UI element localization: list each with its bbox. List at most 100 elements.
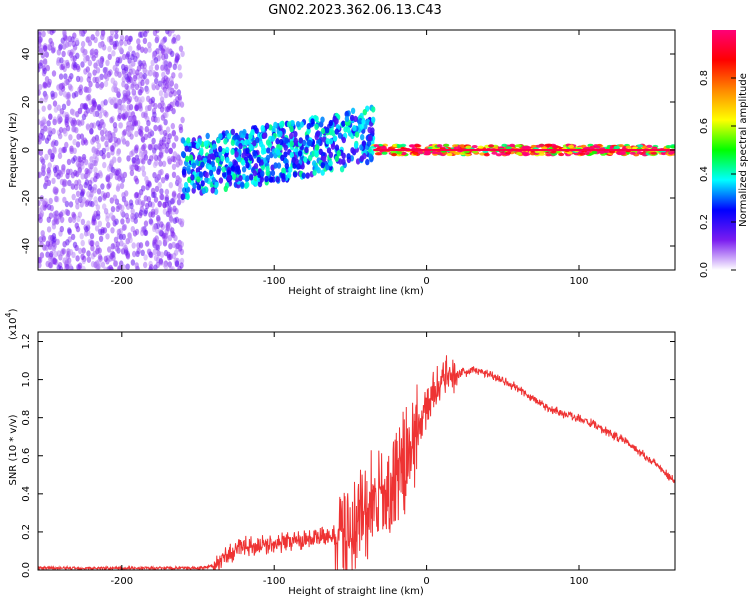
heatmap-cell bbox=[110, 30, 115, 36]
heatmap-cell bbox=[266, 147, 271, 154]
snr-series-line bbox=[38, 355, 675, 570]
colorbar-ticks: 0.0 0.2 0.4 0.6 0.8 bbox=[699, 70, 736, 278]
heatmap-cell bbox=[140, 79, 145, 87]
heatmap-cell bbox=[303, 156, 308, 163]
heatmap-cell bbox=[125, 53, 130, 60]
heatmap-cell bbox=[92, 213, 97, 220]
heatmap-cell bbox=[133, 120, 139, 127]
heatmap-cell bbox=[214, 151, 219, 158]
heatmap-cell bbox=[108, 97, 113, 104]
heatmap-cell bbox=[273, 121, 278, 129]
heatmap-cell bbox=[293, 131, 298, 138]
heatmap-cell bbox=[111, 50, 116, 57]
heatmap-cell bbox=[152, 248, 157, 256]
heatmap-cell bbox=[324, 127, 330, 134]
heatmap-cell bbox=[148, 218, 153, 225]
heatmap-cell bbox=[172, 205, 177, 212]
heatmap-cell bbox=[46, 216, 51, 223]
heatmap-cell bbox=[106, 132, 111, 139]
heatmap-cell bbox=[178, 126, 184, 134]
heatmap-cell bbox=[312, 169, 317, 176]
heatmap-cell bbox=[362, 109, 367, 116]
heatmap-cell bbox=[225, 156, 230, 164]
heatmap-cell bbox=[221, 148, 226, 155]
heatmap-cell bbox=[89, 122, 94, 129]
heatmap-cell bbox=[61, 187, 66, 194]
heatmap-cell bbox=[95, 67, 101, 74]
heatmap-cell bbox=[223, 138, 228, 145]
heatmap-cell bbox=[129, 202, 134, 210]
heatmap-cell bbox=[159, 221, 164, 228]
heatmap-cell bbox=[135, 69, 140, 76]
heatmap-cell bbox=[81, 153, 87, 161]
heatmap-cell bbox=[61, 248, 67, 255]
heatmap-cell bbox=[344, 115, 350, 123]
heatmap-cell bbox=[102, 161, 107, 169]
heatmap-cell bbox=[126, 155, 131, 162]
heatmap-cell bbox=[328, 160, 333, 167]
heatmap-cell bbox=[171, 252, 177, 259]
heatmap-cell bbox=[157, 125, 162, 132]
heatmap-cell bbox=[48, 197, 53, 205]
heatmap-cell bbox=[38, 36, 43, 43]
heatmap-cell bbox=[143, 220, 149, 227]
heatmap-cell bbox=[100, 30, 106, 37]
heatmap-cell bbox=[165, 30, 170, 35]
heatmap-cell bbox=[226, 174, 231, 181]
heatmap-cell bbox=[75, 75, 81, 83]
heatmap-cell bbox=[113, 102, 118, 109]
heatmap-cell bbox=[134, 144, 139, 151]
heatmap-cell bbox=[69, 147, 74, 154]
heatmap-cell bbox=[80, 163, 85, 170]
heatmap-cell bbox=[175, 100, 180, 107]
heatmap-cell bbox=[89, 233, 95, 240]
heatmap-cell bbox=[127, 233, 132, 241]
heatmap-cell bbox=[161, 160, 167, 167]
heatmap-cell bbox=[121, 264, 127, 270]
heatmap-cell bbox=[67, 35, 73, 42]
heatmap-cell bbox=[220, 155, 225, 162]
heatmap-cell bbox=[50, 90, 55, 98]
heatmap-cell bbox=[341, 136, 346, 144]
heatmap-cell bbox=[153, 239, 158, 246]
heatmap-cell bbox=[175, 161, 180, 168]
heatmap-cell bbox=[84, 167, 89, 175]
heatmap-cell bbox=[105, 215, 110, 223]
heatmap-cell bbox=[119, 240, 124, 247]
heatmap-cell bbox=[79, 30, 84, 37]
y-tick-label: 0.8 bbox=[21, 410, 32, 426]
heatmap-cell bbox=[150, 96, 156, 104]
heatmap-cell bbox=[241, 173, 247, 180]
heatmap-cell bbox=[92, 184, 98, 191]
heatmap-cell bbox=[155, 30, 160, 34]
heatmap-cell bbox=[166, 105, 171, 113]
heatmap-cell bbox=[436, 144, 443, 148]
heatmap-cell bbox=[114, 32, 119, 40]
heatmap-cell bbox=[53, 106, 59, 113]
heatmap-cell bbox=[114, 218, 119, 225]
heatmap-cell bbox=[124, 200, 129, 207]
heatmap-cell bbox=[163, 65, 168, 72]
y-tick-label: 40 bbox=[21, 48, 32, 61]
heatmap-cell bbox=[127, 124, 133, 131]
heatmap-cell bbox=[110, 77, 116, 84]
heatmap-cell bbox=[583, 151, 590, 155]
heatmap-cell bbox=[128, 35, 133, 42]
heatmap-cell bbox=[165, 142, 170, 149]
heatmap-cell bbox=[62, 241, 67, 248]
heatmap-cell bbox=[68, 51, 74, 58]
heatmap-cell bbox=[180, 50, 185, 58]
heatmap-cell bbox=[85, 123, 91, 130]
heatmap-cell bbox=[196, 184, 202, 191]
heatmap-cell bbox=[126, 104, 131, 112]
heatmap-cell bbox=[359, 155, 365, 162]
heatmap-cell bbox=[516, 152, 523, 156]
heatmap-cell bbox=[178, 45, 184, 52]
heatmap-cell bbox=[109, 212, 114, 219]
heatmap-cell bbox=[56, 250, 61, 257]
heatmap-cell bbox=[62, 257, 67, 264]
heatmap-cell bbox=[171, 100, 176, 108]
heatmap-cell bbox=[247, 138, 252, 145]
heatmap-cell bbox=[67, 179, 72, 187]
heatmap-cell bbox=[150, 115, 156, 123]
